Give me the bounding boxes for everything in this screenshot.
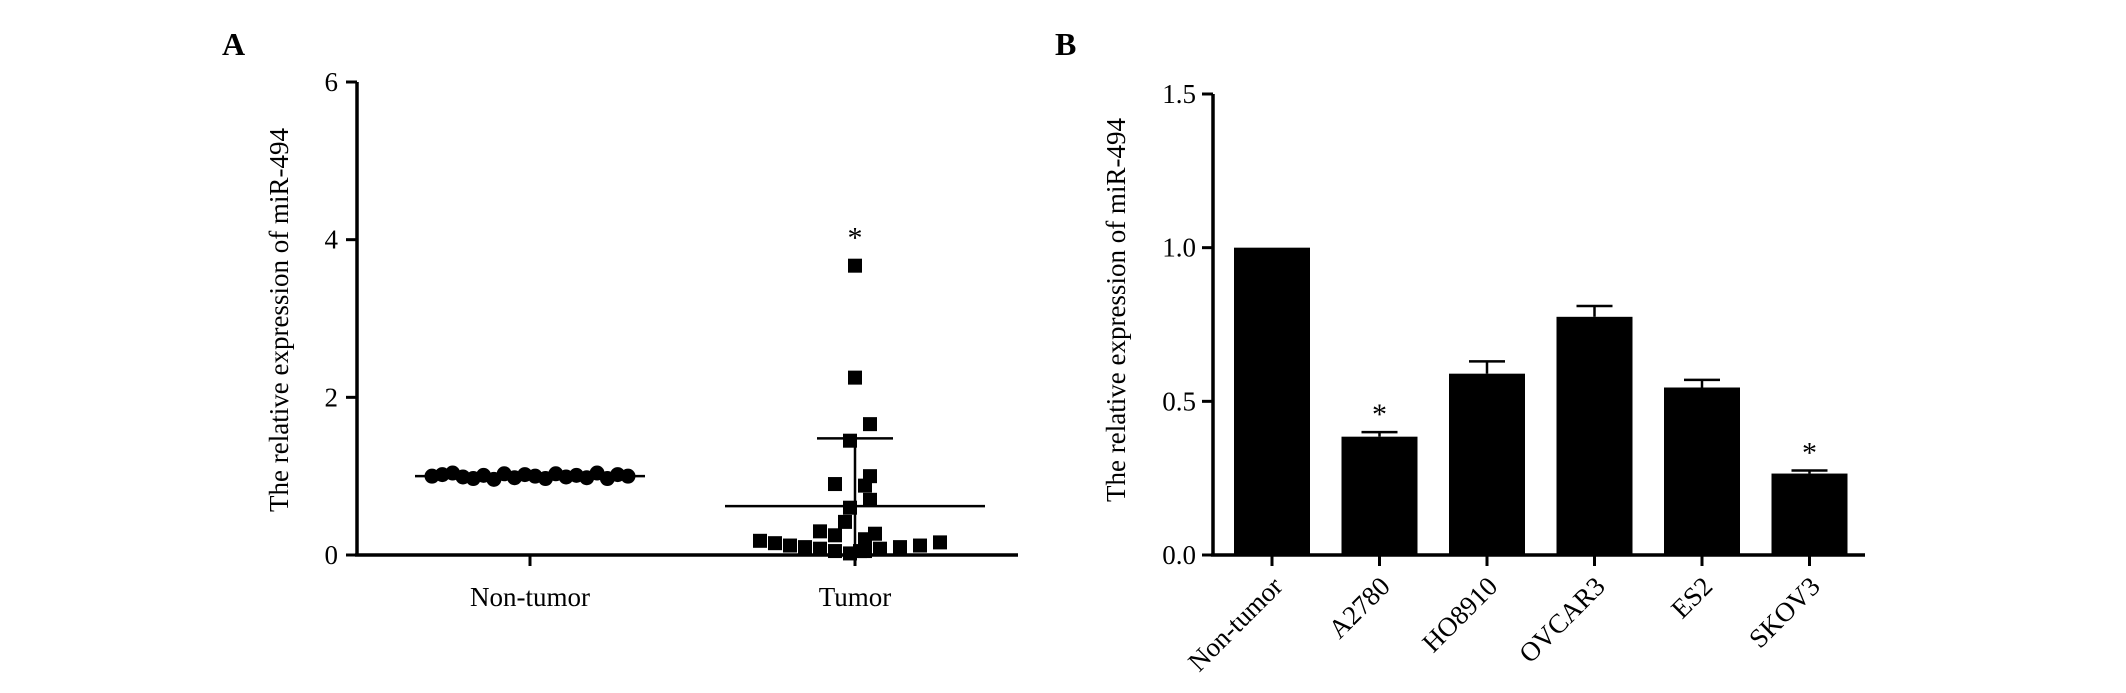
data-point-square: [863, 492, 877, 507]
data-point-square: [828, 528, 842, 543]
panel-a-y-axis-title: The relative expression of miR-494: [264, 128, 294, 512]
x-category-label: ES2: [1665, 571, 1718, 624]
data-point-square: [798, 540, 812, 555]
significance-star: *: [1372, 398, 1387, 431]
x-category-label: OVCAR3: [1513, 571, 1611, 669]
bar: [1234, 247, 1310, 555]
data-point-square: [843, 500, 857, 515]
y-tick-label: 6: [325, 67, 339, 97]
data-point-square: [828, 477, 842, 492]
data-point-square: [848, 258, 862, 273]
data-point-square: [853, 544, 867, 559]
panel-b: B The relative expression of miR-494 0.0…: [1055, 26, 1865, 677]
y-tick-label: 2: [325, 382, 339, 412]
data-point-square: [813, 524, 827, 539]
data-point-square: [838, 514, 852, 529]
bar: [1556, 316, 1633, 555]
bar: [1664, 387, 1740, 555]
bar: [1771, 473, 1848, 555]
x-category-label: HO8910: [1416, 571, 1503, 658]
data-point-square: [753, 533, 767, 548]
data-point-square: [828, 544, 842, 559]
data-point-square: [848, 370, 862, 385]
significance-star: *: [848, 222, 863, 255]
data-point-square: [783, 538, 797, 553]
x-category-label: A2780: [1323, 571, 1396, 644]
panel-a: A The relative expression of miR-494 0 2 4…: [222, 26, 1018, 612]
y-tick-label: 0.0: [1162, 540, 1196, 570]
x-category-label: SKOV3: [1743, 571, 1826, 654]
panel-b-letter: B: [1055, 26, 1076, 62]
data-point-square: [863, 469, 877, 484]
significance-star: *: [1802, 436, 1817, 469]
y-tick-label: 1.5: [1162, 79, 1196, 109]
panel-a-letter: A: [222, 26, 245, 62]
panel-b-y-axis-title: The relative expression of miR-494: [1101, 118, 1131, 502]
data-point-square: [768, 536, 782, 551]
bar: [1449, 373, 1525, 555]
data-point-square: [893, 540, 907, 555]
x-category-label: Non-tumor: [1182, 571, 1288, 677]
data-point-square: [873, 541, 887, 556]
data-point-square: [933, 535, 947, 550]
y-tick-label: 0: [325, 540, 339, 570]
bar: [1341, 436, 1418, 555]
y-tick-label: 0.5: [1162, 386, 1196, 416]
x-category-label: Tumor: [819, 582, 892, 612]
x-category-label: Non-tumor: [470, 582, 590, 612]
y-tick-label: 4: [325, 225, 339, 255]
y-tick-label: 1.0: [1162, 233, 1196, 263]
data-point-square: [868, 526, 882, 541]
data-point-square: [863, 417, 877, 432]
data-point-square: [813, 541, 827, 556]
data-point-square: [913, 538, 927, 553]
